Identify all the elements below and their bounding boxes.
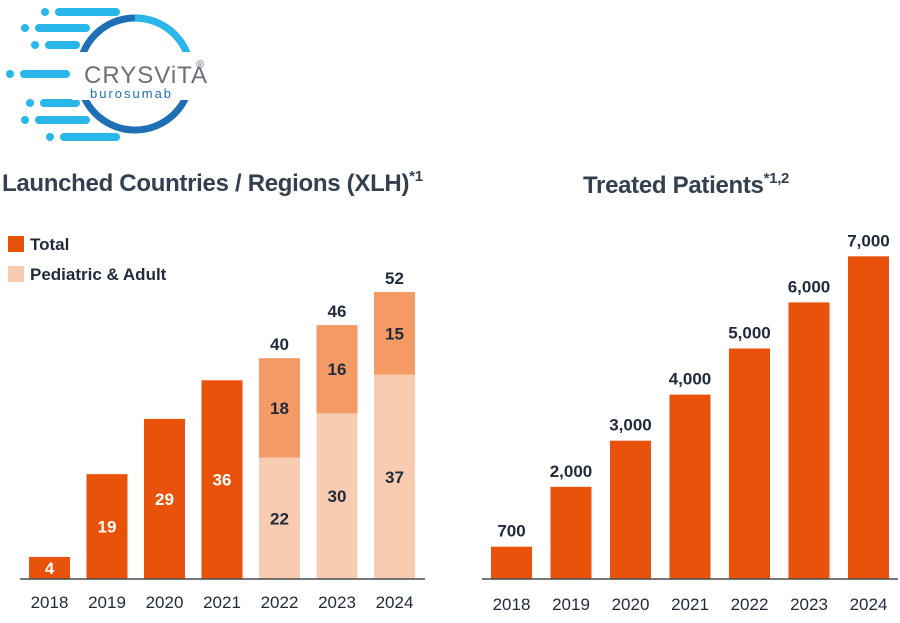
chart-title-treated: Treated Patients*1,2 bbox=[583, 170, 790, 200]
bar-total-label-2022: 40 bbox=[270, 335, 289, 354]
bar-segment-top-2024 bbox=[374, 291, 415, 375]
bar-segment-top-value-2024: 15 bbox=[385, 324, 404, 343]
bar-pediatric-adult-value-2023: 30 bbox=[328, 487, 347, 506]
chart-title-launched-footnote: *1 bbox=[409, 168, 423, 185]
legend-label-pediatric-adult: Pediatric & Adult bbox=[30, 265, 167, 284]
x-tick-launched-2019: 2019 bbox=[88, 593, 126, 612]
bar-total-2020 bbox=[144, 418, 185, 579]
chart-title-treated-footnote: *1,2 bbox=[763, 170, 790, 187]
x-tick-launched-2023: 2023 bbox=[318, 593, 356, 612]
bar-total-2019 bbox=[86, 474, 128, 579]
bar-segment-top-value-2022: 18 bbox=[270, 399, 289, 418]
x-tick-launched-2022: 2022 bbox=[261, 593, 299, 612]
x-tick-patients-2018: 2018 bbox=[493, 595, 531, 614]
chart-title-launched-text: Launched Countries / Regions (XLH) bbox=[2, 170, 410, 197]
bar-total-2018 bbox=[29, 556, 70, 579]
x-tick-launched-2020: 2020 bbox=[146, 593, 184, 612]
bar-patients-2018 bbox=[491, 546, 532, 579]
bar-pediatric-adult-2022 bbox=[259, 457, 300, 579]
bar-pediatric-adult-value-2024: 37 bbox=[385, 468, 404, 487]
legend-swatch-total bbox=[8, 236, 24, 252]
bar-patients-value-2018: 700 bbox=[497, 522, 525, 541]
bar-patients-value-2023: 6,000 bbox=[788, 277, 831, 296]
x-tick-patients-2021: 2021 bbox=[671, 595, 709, 614]
chart-title-treated-text: Treated Patients bbox=[583, 172, 764, 199]
x-tick-launched-2021: 2021 bbox=[203, 593, 241, 612]
bar-pediatric-adult-2024 bbox=[374, 374, 415, 579]
logo-generic-name: burosumab bbox=[90, 86, 173, 101]
bar-total-label-2023: 46 bbox=[328, 302, 347, 321]
bar-patients-2020 bbox=[610, 440, 651, 579]
bar-total-value-2018: 4 bbox=[45, 559, 55, 578]
x-tick-patients-2023: 2023 bbox=[790, 595, 828, 614]
x-tick-patients-2019: 2019 bbox=[552, 595, 590, 614]
bar-total-label-2024: 52 bbox=[385, 269, 404, 288]
bar-pediatric-adult-2023 bbox=[316, 413, 358, 579]
bar-patients-2021 bbox=[669, 394, 711, 579]
bar-total-value-2019: 19 bbox=[98, 518, 117, 537]
bar-segment-top-value-2023: 16 bbox=[328, 360, 347, 379]
x-tick-patients-2024: 2024 bbox=[850, 595, 888, 614]
x-tick-patients-2022: 2022 bbox=[731, 595, 769, 614]
x-tick-launched-2024: 2024 bbox=[376, 593, 414, 612]
bar-patients-2022 bbox=[729, 348, 770, 579]
bar-pediatric-adult-value-2022: 22 bbox=[270, 509, 289, 528]
bar-patients-2023 bbox=[788, 302, 830, 579]
bar-patients-value-2019: 2,000 bbox=[550, 462, 593, 481]
bar-segment-top-2022 bbox=[259, 358, 300, 458]
bar-patients-value-2024: 7,000 bbox=[847, 231, 890, 250]
bar-patients-value-2021: 4,000 bbox=[669, 370, 712, 389]
bar-patients-2024 bbox=[848, 256, 889, 579]
bar-patients-value-2022: 5,000 bbox=[728, 324, 771, 343]
bar-total-value-2021: 36 bbox=[213, 471, 232, 490]
x-tick-patients-2020: 2020 bbox=[612, 595, 650, 614]
crysvita-logo: CRYSViTA ® burosumab bbox=[6, 8, 208, 141]
legend-swatch-pediatric-adult bbox=[8, 266, 24, 282]
bar-patients-2019 bbox=[550, 486, 592, 579]
x-tick-launched-2018: 2018 bbox=[31, 593, 69, 612]
bar-total-value-2020: 29 bbox=[155, 490, 174, 509]
logo-registered-mark: ® bbox=[196, 59, 204, 71]
legend-label-total: Total bbox=[30, 235, 69, 254]
bar-total-2021 bbox=[201, 380, 243, 579]
bar-segment-top-2023 bbox=[316, 325, 358, 414]
logo-brand: CRYSViTA bbox=[84, 62, 208, 89]
bar-patients-value-2020: 3,000 bbox=[609, 416, 652, 435]
chart-title-launched: Launched Countries / Regions (XLH)*1 bbox=[2, 168, 423, 198]
